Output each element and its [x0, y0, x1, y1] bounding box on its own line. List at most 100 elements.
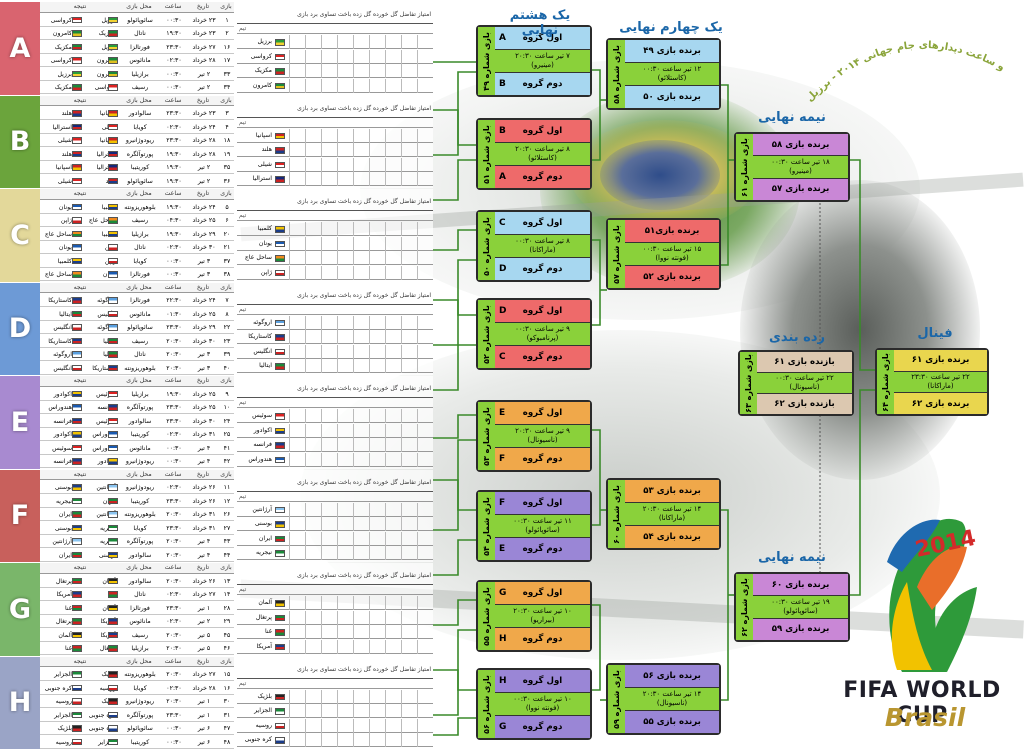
standings-row[interactable]: اروگوئه [237, 315, 433, 330]
standings-row[interactable]: روسیه [237, 718, 433, 733]
schedule-row[interactable]: ۱۶ ۲۸ خرداد ۰۲:۳۰ کویابا روسیه کره جنوبی [40, 682, 234, 695]
quarter-final-match[interactable]: بازی شماره ۶۰ برنده بازی ۵۳ ۱۴ تیر ساعت ۲۰… [606, 478, 721, 550]
standings-row[interactable]: یونان [237, 236, 433, 251]
round-of-16-match[interactable]: بازی شماره ۵۵ اول گروه G ۱۰ تیر ساعت ۲۰:۳۰(… [476, 580, 592, 652]
standings-row[interactable]: کره جنوبی [237, 733, 433, 747]
schedule-row[interactable]: ۴۲ ۴ تیر ۰۰:۳۰ ریودوژانیرو اکوادور فرانسه [40, 455, 234, 468]
standings-row[interactable]: ایران [237, 531, 433, 546]
schedule-row[interactable]: ۱۷ ۲۸ خرداد ۰۲:۳۰ مانائوس کامرون کرواسی [40, 54, 234, 67]
schedule-row[interactable]: ۴۷ ۶ تیر ۰۰:۳۰ سائوپائولو کره جنوبی بلژیک [40, 722, 234, 735]
standings-row[interactable]: بلژیک [237, 689, 433, 704]
standings-row[interactable]: آمریکا [237, 639, 433, 654]
schedule-row[interactable]: ۲۵ ۳۱ خرداد ۰۲:۳۰ کوریتیبا هندوراس اکوادور [40, 428, 234, 441]
schedule-row[interactable]: ۴۸ ۶ تیر ۰۰:۳۰ کوریتیبا الجزایر روسیه [40, 736, 234, 749]
schedule-row[interactable]: ۴۳ ۴ تیر ۲۰:۳۰ پورتوآلگره نیجریه آرژانتین [40, 535, 234, 548]
schedule-row[interactable]: ۶ ۲۵ خرداد ۰۴:۳۰ رسیف ساحل عاج ژاپن [40, 214, 234, 227]
schedule-row[interactable]: ۲۴ ۳۰ خرداد ۲۳:۳۰ سالوادور سوئیس فرانسه [40, 415, 234, 428]
bracket-group-letter: B [499, 126, 506, 136]
schedule-row[interactable]: ۲۲ ۲۹ خرداد ۲۳:۳۰ سائوپائولو اروگوئه انگلیس [40, 321, 234, 334]
standings-row[interactable]: کامرون [237, 78, 433, 93]
round-of-16-match[interactable]: بازی شماره ۵۲ اول گروه D ۹ تیر ساعت ۰۰:۳۰ (پ… [476, 298, 592, 370]
round-of-16-match[interactable]: بازی شماره ۴۹ اول گروه A ۷ تیر ساعت ۲۰:۳۰ (م… [476, 25, 592, 97]
standings-row[interactable]: ژاپن [237, 265, 433, 280]
final-match[interactable]: بازی شماره ۶۴ برنده بازی ۶۱ ۲۲ تیر ساعت ۲۳… [875, 348, 989, 416]
quarter-final-match[interactable]: بازی شماره ۵۹ برنده بازی ۵۶ ۱۴ تیر ساعت ۲۰… [606, 663, 721, 735]
standings-row[interactable]: کرواسی [237, 49, 433, 64]
schedule-row[interactable]: ۱۱ ۲۶ خرداد ۰۲:۳۰ ریودوژانیرو آرژانتین بوسنی [40, 481, 234, 494]
standings-row[interactable]: اسپانیا [237, 128, 433, 143]
schedule-row[interactable]: ۲۷ ۳۱ خرداد ۲۳:۳۰ کویابا نیجریه بوسنی [40, 522, 234, 535]
schedule-row[interactable]: ۷ ۲۴ خرداد ۲۲:۳۰ فورتالزا اروگوئه کاستاریکا [40, 294, 234, 307]
schedule-row[interactable]: ۴۴ ۴ تیر ۲۰:۳۰ سالوادور بوسنی ایران [40, 549, 234, 562]
third-place-match[interactable]: بازی شماره ۶۳ بازنده بازی ۶۱ ۲۲ تیر ساعت ۰… [738, 350, 854, 416]
flag-icon [275, 600, 285, 607]
round-of-16-match[interactable]: بازی شماره ۵۳ اول گروه E ۹ تیر ساعت ۲۰:۳۰ (ن… [476, 400, 592, 472]
schedule-row[interactable]: ۳۱ ۱ تیر ۲۳:۳۰ پورتوآلگره کره جنوبی الجزایر [40, 709, 234, 722]
round-of-16-match[interactable]: بازی شماره ۵۴ اول گروه F ۱۱ تیر ساعت ۰۰:۳۰(… [476, 490, 592, 562]
standings-row[interactable]: اکوادور [237, 423, 433, 438]
standings-team-label-row: تیم [237, 679, 433, 689]
schedule-row[interactable]: ۳۳ ۲ تیر ۰۰:۳۰ برازیلیا کامرون برزیل [40, 68, 234, 81]
standings-row[interactable]: مکزیک [237, 64, 433, 78]
standings-row[interactable]: شیلی [237, 157, 433, 172]
standings-row[interactable]: کاستاریکا [237, 330, 433, 344]
semi-final-match[interactable]: بازی شماره ۶۱ برنده بازی ۵۸ ۱۸ تیر ساعت ۰۰… [734, 132, 850, 202]
schedule-row[interactable]: ۴۱ ۴ تیر ۰۰:۳۰ مانائوس هندوراس سوئیس [40, 442, 234, 455]
schedule-row[interactable]: ۴۶ ۵ تیر ۲۰:۳۰ برازیلیا پرتغال غنا [40, 642, 234, 655]
standings-row[interactable]: کلمبیا [237, 222, 433, 236]
round-of-16-match[interactable]: بازی شماره ۵۱ اول گروه B ۸ تیر ساعت ۲۰:۳۰ (ک… [476, 118, 592, 190]
round-of-16-match[interactable]: بازی شماره ۵۰ اول گروه C ۸ تیر ساعت ۰۰:۳۰ (م… [476, 210, 592, 282]
standings-row[interactable]: بوسنی [237, 517, 433, 531]
standings-team-label: تیم [239, 26, 247, 32]
standings-row[interactable]: انگلیس [237, 344, 433, 359]
standings-row[interactable]: پرتغال [237, 610, 433, 625]
standings-row[interactable]: آرژانتین [237, 502, 433, 517]
schedule-row[interactable]: ۱۸ ۲۸ خرداد ۲۳:۳۰ ریودوژانیرو اسپانیا شیلی [40, 134, 234, 147]
schedule-row[interactable]: ۲۶ ۳۱ خرداد ۲۰:۳۰ بلوهوریزونته آرژانتین ایران [40, 508, 234, 521]
standings-row[interactable]: آلمان [237, 596, 433, 610]
standings-row[interactable]: غنا [237, 625, 433, 639]
schedule-row[interactable]: ۳۴ ۲ تیر ۰۰:۳۰ رسیف کرواسی مکزیک [40, 81, 234, 94]
semi-final-match[interactable]: بازی شماره ۶۲ برنده بازی ۶۰ ۱۹ تیر ساعت ۰۰… [734, 572, 850, 642]
standings-row[interactable]: برزیل [237, 35, 433, 49]
standings-row[interactable]: استرالیا [237, 172, 433, 186]
schedule-row[interactable]: ۳ ۲۳ خرداد ۲۳:۳۰ سالوادور اسپانیا هلند [40, 107, 234, 120]
schedule-row[interactable]: ۱۰ ۲۵ خرداد ۲۳:۳۰ پورتوآلگره فرانسه هندوراس [40, 401, 234, 414]
standings-row[interactable]: ساحل عاج [237, 251, 433, 265]
standings-row[interactable]: نیجریه [237, 546, 433, 560]
schedule-row[interactable]: ۱۹ ۲۸ خرداد ۱۹:۳۰ پورتوآلگره استرالیا هلند [40, 148, 234, 161]
standings-row[interactable]: الجزایر [237, 704, 433, 718]
schedule-row[interactable]: ۴۰ ۳ تیر ۲۰:۳۰ بلوهوریزونته کاستاریکا انگلیس [40, 362, 234, 375]
schedule-row[interactable]: ۳۵ ۲ تیر ۱۹:۳۰ کوریتیبا استرالیا اسپانیا [40, 161, 234, 174]
standings-row[interactable]: هندوراس [237, 452, 433, 467]
schedule-row[interactable]: ۸ ۲۵ خرداد ۰۱:۳۰ مانائوس انگلیس ایتالیا [40, 308, 234, 321]
standings-row[interactable]: هلند [237, 143, 433, 157]
round-of-16-match[interactable]: بازی شماره ۵۶ اول گروه H ۱۰ تیر ساعت ۰۰:۳۰(… [476, 668, 592, 740]
schedule-row[interactable]: ۲ ۲۳ خرداد ۱۹:۳۰ ناتال مکزیک کامرون [40, 27, 234, 40]
schedule-row[interactable]: ۹ ۲۵ خرداد ۱۹:۳۰ برازیلیا سوئیس اکوادور [40, 388, 234, 401]
quarter-final-match[interactable]: بازی شماره ۵۷ برنده بازی۵۱ ۱۵ تیر ساعت ۰۰:… [606, 218, 721, 290]
quarter-final-match[interactable]: بازی شماره ۵۸ برنده بازی ۴۹ ۱۲ تیر ساعت ۰۰… [606, 38, 721, 110]
standings-row[interactable]: ایتالیا [237, 359, 433, 373]
standings-row[interactable]: فرانسه [237, 438, 433, 452]
standings-row[interactable]: سوئیس [237, 409, 433, 423]
